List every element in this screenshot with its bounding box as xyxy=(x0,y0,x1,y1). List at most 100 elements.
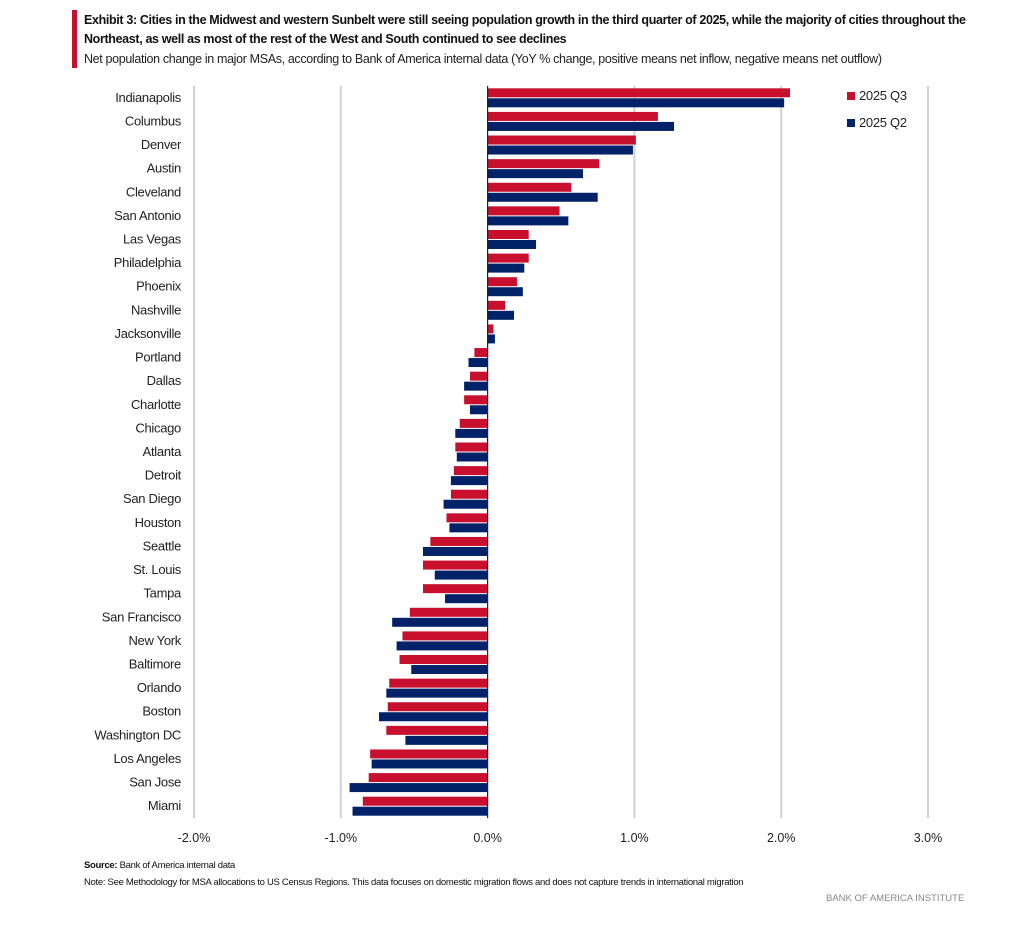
category-label: Orlando xyxy=(137,680,181,695)
bar-2025-q3 xyxy=(387,702,488,712)
bar-2025-q2 xyxy=(487,310,515,320)
bar-2025-q3 xyxy=(487,324,494,334)
legend-label: 2025 Q3 xyxy=(859,88,907,103)
bar-2025-q3 xyxy=(362,796,488,806)
bar-2025-q2 xyxy=(411,665,488,675)
category-label: Seattle xyxy=(143,538,181,553)
category-label: San Francisco xyxy=(102,609,181,624)
bar-2025-q2 xyxy=(423,546,488,556)
bar-2025-q2 xyxy=(371,759,488,769)
category-label: Las Vegas xyxy=(123,231,182,246)
bar-2025-q3 xyxy=(453,466,488,476)
category-label: San Jose xyxy=(129,775,181,790)
bar-2025-q3 xyxy=(399,655,488,665)
bar-2025-q2 xyxy=(405,735,488,745)
category-label: Chicago xyxy=(135,420,181,435)
source-line: Source: Bank of America internal data xyxy=(84,860,235,871)
bar-2025-q2 xyxy=(487,145,633,155)
legend-swatch xyxy=(847,119,855,127)
category-label: Nashville xyxy=(131,302,181,317)
bar-2025-q3 xyxy=(430,536,488,546)
bar-2025-q2 xyxy=(434,570,488,580)
category-label: San Diego xyxy=(123,491,181,506)
category-label: San Antonio xyxy=(114,208,181,223)
bar-2025-q3 xyxy=(368,773,488,783)
category-label: Indianapolis xyxy=(115,90,182,105)
x-tick-label: 1.0% xyxy=(620,831,649,845)
title-accent-bar xyxy=(72,10,77,68)
category-label: Austin xyxy=(147,161,181,176)
bar-2025-q3 xyxy=(487,159,600,169)
bar-2025-q3 xyxy=(409,607,488,617)
bar-2025-q3 xyxy=(459,418,488,428)
category-label: Los Angeles xyxy=(113,751,181,766)
bar-2025-q2 xyxy=(487,239,537,249)
bar-2025-q3 xyxy=(487,88,791,98)
category-label: Dallas xyxy=(147,373,182,388)
bar-2025-q2 xyxy=(449,523,488,533)
x-tick-label: -2.0% xyxy=(178,831,211,845)
category-label: Portland xyxy=(135,350,181,365)
category-label: Columbus xyxy=(125,113,182,128)
bar-2025-q2 xyxy=(450,476,488,486)
bar-2025-q3 xyxy=(389,678,488,688)
legend-label: 2025 Q2 xyxy=(859,115,907,130)
category-label: Baltimore xyxy=(129,657,181,672)
category-label: Charlotte xyxy=(131,397,181,412)
bar-2025-q2 xyxy=(378,712,488,722)
bar-2025-q2 xyxy=(392,617,488,627)
bar-2025-q2 xyxy=(487,334,495,344)
brand-logo-text: BANK OF AMERICA INSTITUTE xyxy=(826,893,965,904)
x-tick-label: 0.0% xyxy=(473,831,502,845)
bar-2025-q2 xyxy=(352,806,488,816)
bar-2025-q2 xyxy=(386,688,488,698)
bar-2025-q3 xyxy=(423,584,488,594)
bar-2025-q2 xyxy=(487,263,525,273)
bar-2025-q3 xyxy=(487,229,529,239)
bar-2025-q2 xyxy=(455,428,488,438)
bar-2025-q3 xyxy=(487,277,517,287)
chart-title: Exhibit 3: Cities in the Midwest and wes… xyxy=(84,13,966,46)
category-label: New York xyxy=(128,633,181,648)
x-tick-label: -1.0% xyxy=(324,831,357,845)
bar-2025-q2 xyxy=(487,121,675,131)
x-tick-label: 3.0% xyxy=(914,831,943,845)
bar-2025-q2 xyxy=(487,98,785,108)
bar-2025-q2 xyxy=(469,405,488,415)
legend-swatch xyxy=(847,92,855,100)
bar-2025-q2 xyxy=(445,594,488,604)
bar-2025-q3 xyxy=(423,560,488,570)
category-label: Philadelphia xyxy=(114,255,182,270)
bar-2025-q2 xyxy=(487,192,598,202)
x-tick-label: 2.0% xyxy=(767,831,796,845)
category-label: Jacksonville xyxy=(115,326,182,341)
bar-2025-q3 xyxy=(464,395,488,405)
bar-2025-q3 xyxy=(446,513,488,523)
category-label: Denver xyxy=(141,137,182,152)
source-text: Bank of America internal data xyxy=(117,860,236,871)
bar-2025-q2 xyxy=(487,169,584,179)
bar-2025-q3 xyxy=(469,371,488,381)
bar-2025-q3 xyxy=(455,442,488,452)
category-label: Atlanta xyxy=(143,444,182,459)
category-label: Miami xyxy=(148,798,182,813)
bar-2025-q2 xyxy=(468,358,488,368)
bar-2025-q3 xyxy=(370,749,488,759)
bar-2025-q3 xyxy=(474,348,488,358)
category-label: Phoenix xyxy=(136,279,182,294)
bar-2025-q2 xyxy=(487,216,569,226)
bar-2025-q2 xyxy=(487,287,523,297)
bar-2025-q3 xyxy=(402,631,488,641)
category-label: St. Louis xyxy=(133,562,182,577)
bar-2025-q3 xyxy=(487,111,658,121)
bar-2025-q3 xyxy=(487,253,529,263)
source-label: Source: xyxy=(84,860,118,871)
category-label: Tampa xyxy=(143,586,182,601)
category-label: Washington DC xyxy=(94,727,181,742)
bar-2025-q3 xyxy=(487,135,636,145)
bar-2025-q2 xyxy=(456,452,488,462)
bar-chart: -2.0% -1.0% 0.0% 1.0% 2.0% 3.0% Indianapolis Co… xyxy=(94,86,943,845)
bar-2025-q2 xyxy=(349,783,488,793)
bar-2025-q3 xyxy=(487,182,572,192)
bar-2025-q2 xyxy=(396,641,488,651)
